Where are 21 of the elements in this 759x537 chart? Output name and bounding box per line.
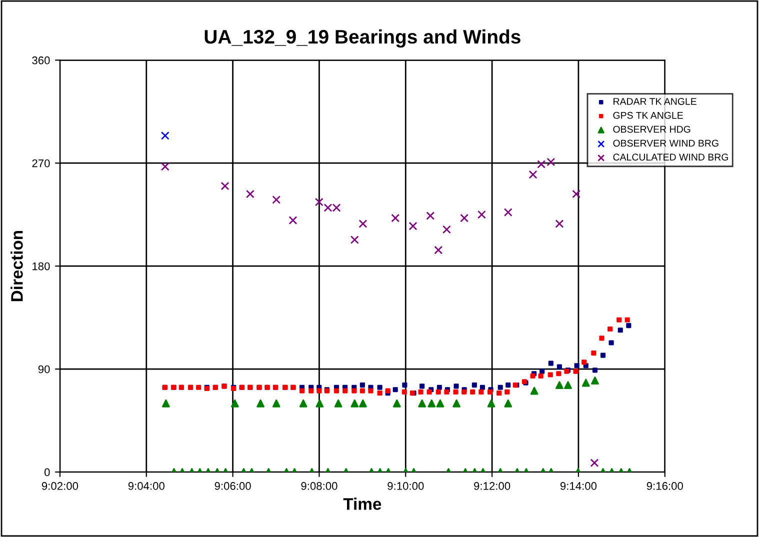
y-tick-label: 360 [32,56,50,64]
x-tick-label: 9:02:00 [42,482,78,490]
x-tick-label: 9:06:00 [214,482,251,490]
x-tick-label: 9:14:00 [560,482,597,490]
x-tick-label: 9:12:00 [474,482,510,490]
chart-title: UA_132_9_19 Bearings and Winds [204,29,520,48]
x-tick-label: 9:10:00 [388,482,424,490]
y-axis-title: Direction [10,230,23,302]
legend-label: OBSERVER WIND BRG [613,140,718,147]
x-tick-label: 9:08:00 [301,482,338,490]
legend-label: GPS TK ANGLE [613,112,683,119]
x-tick-label: 9:16:00 [646,482,683,490]
x-tick-label: 9:04:00 [128,482,164,490]
y-tick-label: 180 [32,262,50,270]
legend-label: CALCULATED WIND BRG [613,154,728,161]
y-tick-label: 90 [38,365,50,374]
legend-label: OBSERVER HDG [613,126,690,133]
x-axis-title: Time [343,498,382,510]
y-tick-label: 0 [44,468,50,476]
legend-label: RADAR TK ANGLE [614,98,696,105]
y-tick-label: 270 [32,159,50,168]
